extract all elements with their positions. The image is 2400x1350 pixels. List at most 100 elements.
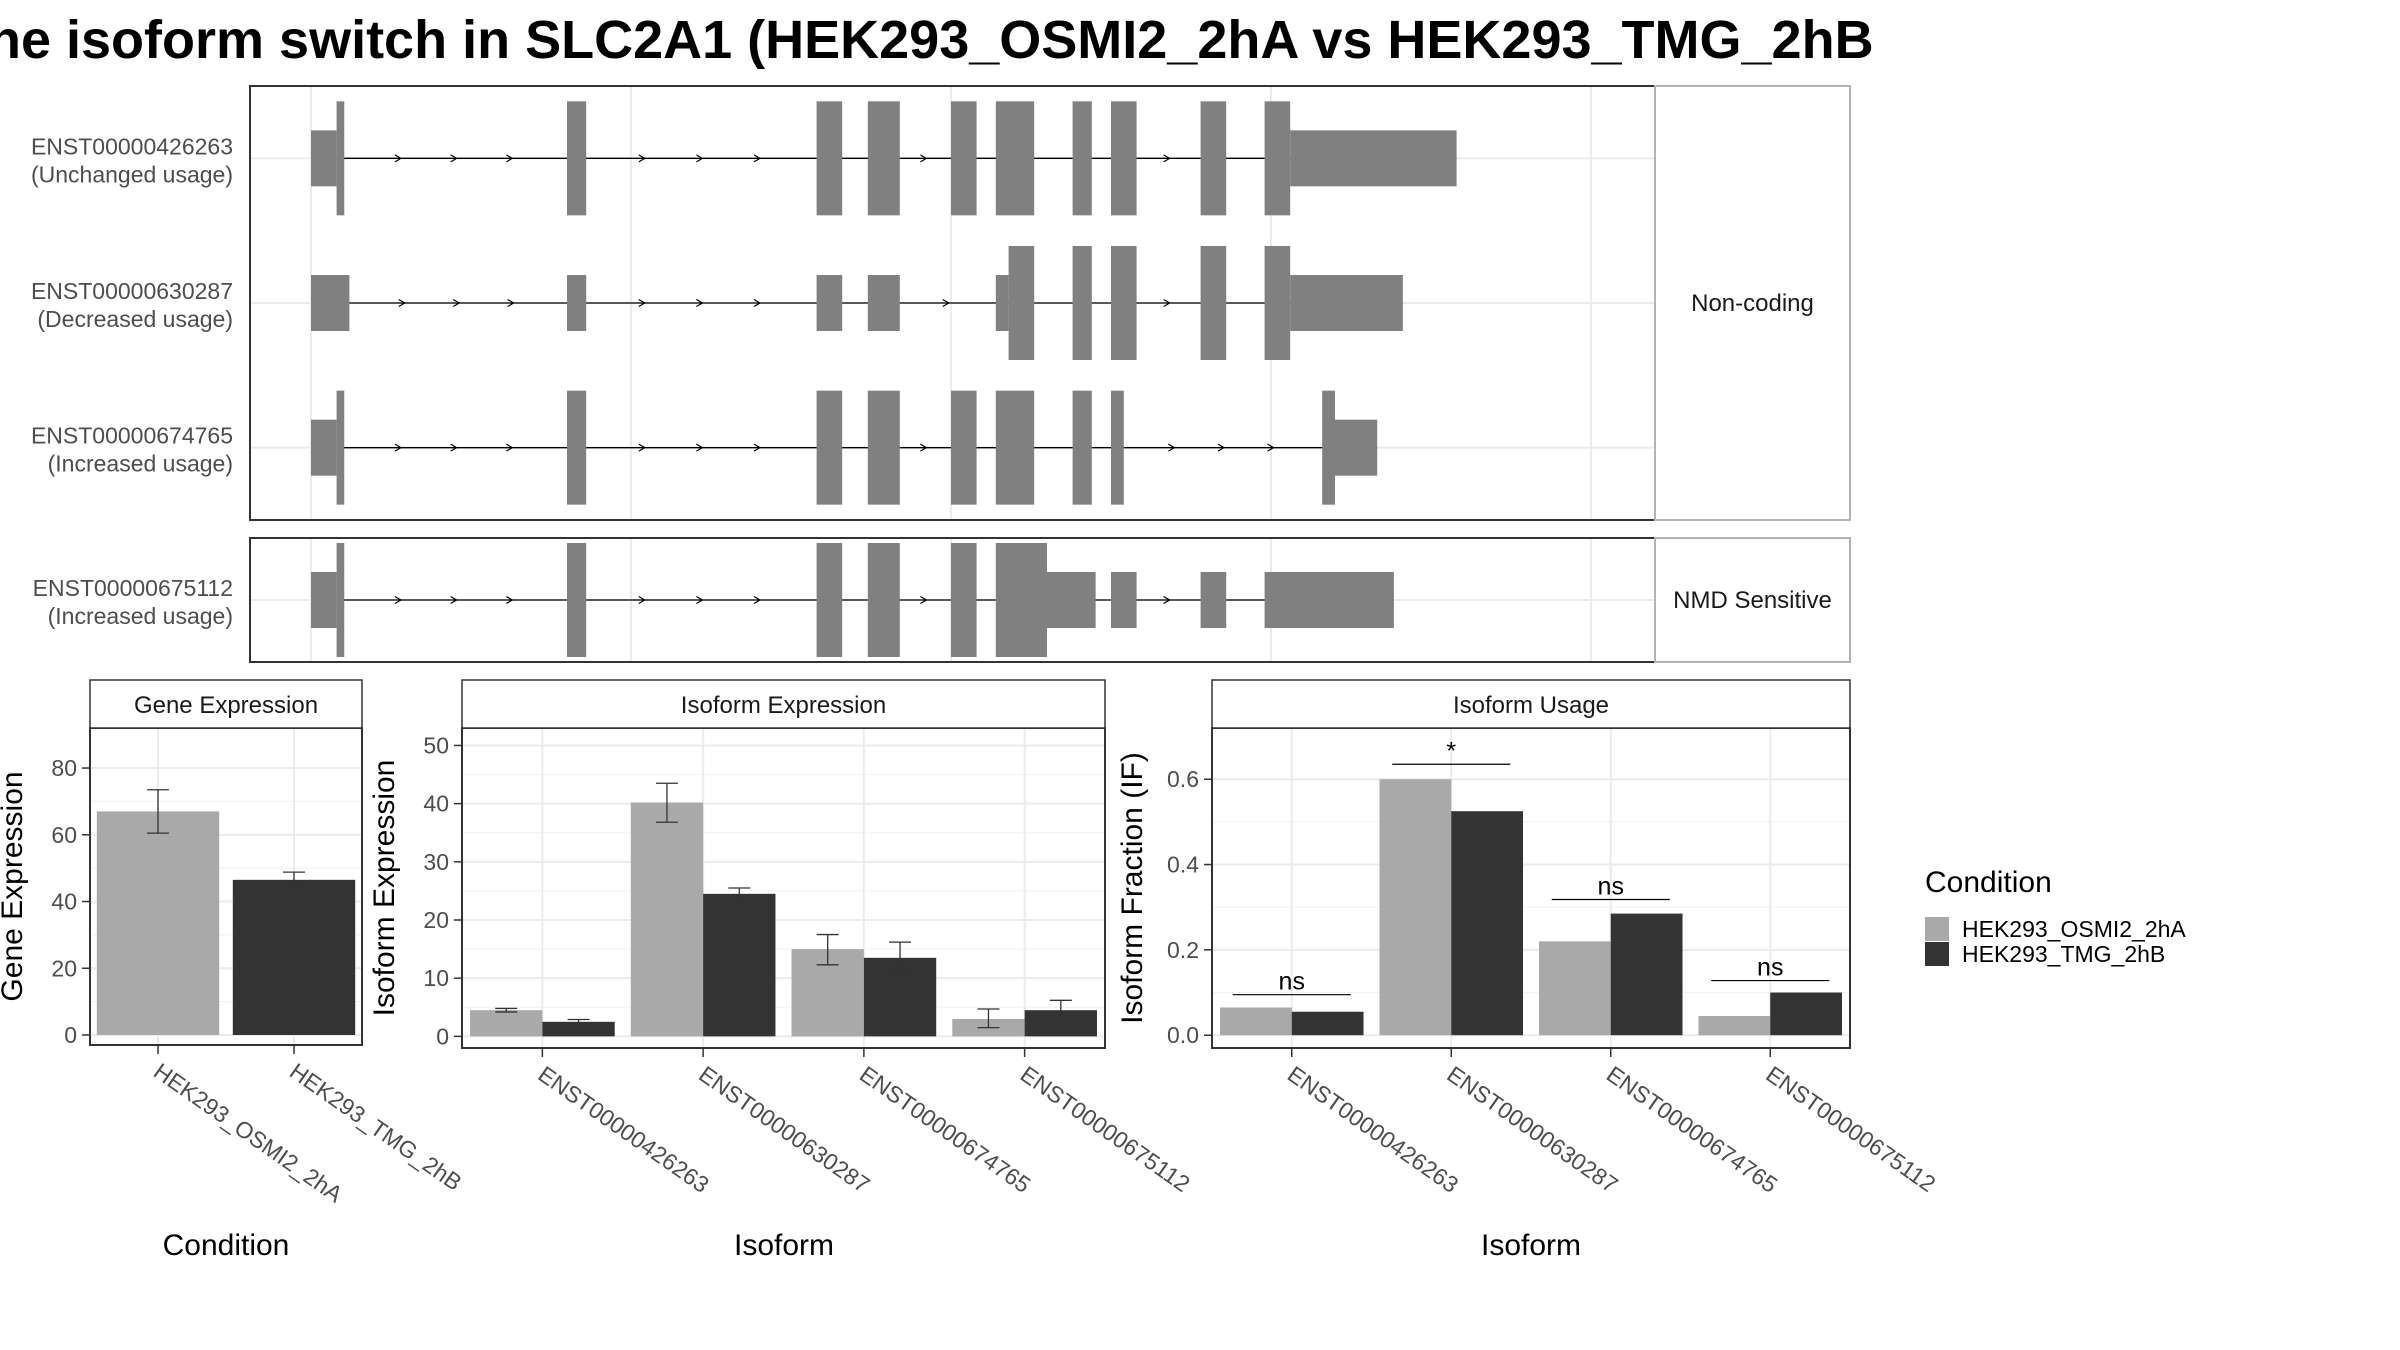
x-tick-label: ENST00000675112 [1761, 1061, 1940, 1197]
utr-exon [311, 419, 337, 476]
x-axis-title: Isoform [734, 1229, 834, 1262]
panel-iso-expr: Isoform Expression 0 10 20 30 40 50 ENST0000042… [368, 679, 1195, 1262]
group-strip-label: Non-coding [1691, 290, 1814, 317]
transcript-row: ENST00000630287(Decreased usage) [31, 246, 1655, 360]
transcript-row: ENST00000426263(Unchanged usage) [31, 101, 1655, 216]
coding-exon [995, 543, 1047, 657]
significance-annotation: ns [1232, 968, 1351, 996]
y-tick-label: 0.2 [1167, 937, 1199, 963]
y-axis-title: Gene Expression [0, 771, 29, 1001]
coding-exon [1008, 246, 1035, 360]
error-bar [283, 871, 305, 888]
error-bar [567, 1018, 590, 1025]
coding-exon [567, 390, 587, 505]
group-strip [1654, 85, 1851, 521]
x-tick-label: ENST00000630287 [1442, 1061, 1622, 1198]
strand-arrow [1267, 443, 1275, 452]
y-tick-label: 20 [423, 907, 449, 933]
strand-arrow [1163, 595, 1171, 605]
utr-exon [311, 572, 337, 628]
bar [542, 1021, 615, 1037]
y-axis-title: Isoform Fraction (IF) [1116, 752, 1149, 1024]
bar [232, 879, 356, 1035]
x-tick-label: ENST00000426263 [534, 1061, 714, 1198]
significance-annotation: ns [1551, 873, 1670, 901]
coding-exon [1200, 101, 1227, 216]
strand-arrow [638, 443, 646, 452]
y-tick-label: 0 [64, 1022, 77, 1048]
utr-exon [816, 275, 843, 331]
y-tick-label: 40 [51, 889, 77, 915]
y-tick-label: 10 [423, 965, 449, 991]
coding-exon [336, 390, 345, 505]
error-bar [728, 887, 751, 901]
bar [1451, 811, 1524, 1036]
coding-exon [567, 543, 587, 657]
bar [703, 893, 776, 1037]
coding-exon [951, 543, 977, 657]
coding-exon [336, 101, 345, 216]
bar [1291, 1011, 1364, 1036]
y-tick-label: 30 [423, 849, 449, 875]
coding-exon [1072, 246, 1092, 360]
plot-area [462, 728, 1105, 1048]
isoform-group-non-coding: ENST00000426263(Unchanged usage) ENST0000… [31, 85, 1851, 521]
strand-arrow [753, 298, 762, 308]
strand-arrow [696, 595, 704, 605]
group-strip-label: NMD Sensitive [1673, 587, 1832, 614]
strand-arrow [398, 298, 406, 308]
coding-exon [995, 390, 1035, 505]
strand-arrow [452, 298, 461, 308]
significance-annotation: * [1392, 737, 1511, 765]
panel-strip [89, 679, 363, 729]
utr-exon [1047, 572, 1096, 628]
panel-strip [1211, 679, 1851, 729]
y-tick-label: 0.0 [1167, 1022, 1199, 1048]
plot-area [1212, 728, 1850, 1048]
panel-iso-usage: ns * ns ns Isoform Usage 0.0 0.2 0.4 0.6 ENST0000… [1116, 679, 1940, 1262]
x-tick-label: ENST00000674765 [855, 1061, 1035, 1198]
y-tick-label: 60 [51, 822, 77, 848]
utr-exon [1335, 419, 1378, 476]
strand-arrow [638, 298, 646, 308]
strand-arrow [1217, 443, 1226, 452]
panel-strip-label: Isoform Expression [681, 692, 886, 719]
strand-arrow [506, 443, 514, 452]
legend-swatch [1925, 917, 1949, 941]
strand-arrow [394, 595, 403, 605]
bar [1538, 941, 1611, 1036]
error-bar [495, 1007, 518, 1013]
coding-exon [1200, 246, 1227, 360]
coding-exon [1322, 390, 1335, 505]
strand-arrow [753, 595, 762, 605]
coding-exon [567, 101, 587, 216]
strand-arrow [753, 443, 762, 452]
strand-arrow [394, 154, 403, 163]
legend-item: HEK293_TMG_2hB [1925, 941, 2165, 967]
strand-arrow [450, 443, 458, 452]
strand-arrow [506, 154, 514, 163]
significance-annotation: ns [1711, 954, 1830, 982]
x-tick-label: ENST00000675112 [1016, 1061, 1195, 1197]
error-bar [816, 933, 839, 966]
coding-exon [867, 101, 900, 216]
transcript-usage-label: (Decreased usage) [37, 306, 233, 332]
y-axis-title: Isoform Expression [368, 760, 401, 1017]
bar [1610, 913, 1683, 1036]
significance-label: * [1446, 737, 1456, 765]
y-tick-label: 50 [423, 732, 449, 758]
strand-arrow [942, 298, 950, 308]
transcript-id-label: ENST00000674765 [31, 423, 233, 449]
utr-exon [1111, 572, 1137, 628]
strand-arrow [1163, 298, 1171, 308]
strand-arrow [638, 595, 646, 605]
bar [470, 1010, 543, 1037]
y-tick-label: 20 [51, 955, 77, 981]
error-bar [1049, 999, 1072, 1020]
utr-exon [311, 275, 350, 331]
figure-title: he isoform switch in SLC2A1 (HEK293_OSMI… [0, 10, 1874, 70]
utr-exon [867, 275, 900, 331]
panel-strip-label: Gene Expression [134, 692, 318, 719]
y-tick-label: 40 [423, 791, 449, 817]
